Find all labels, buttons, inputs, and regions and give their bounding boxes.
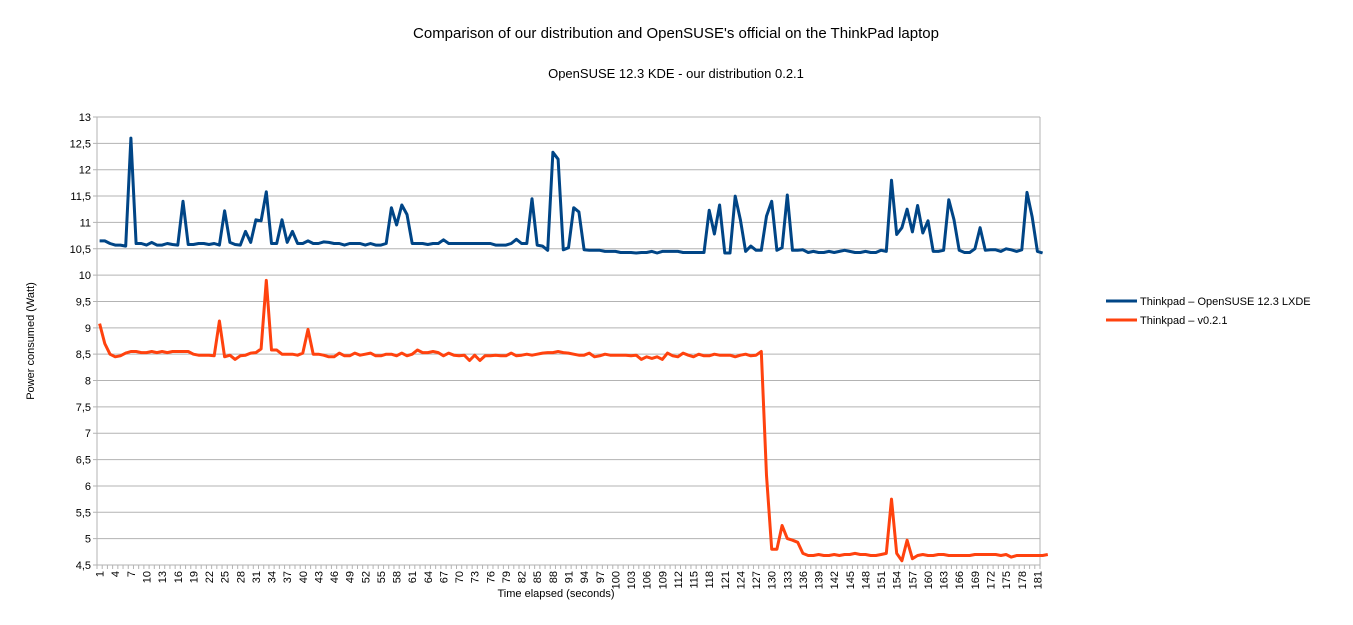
x-tick-label: 1 (95, 571, 107, 577)
y-tick-label: 12 (79, 165, 91, 177)
x-tick-label: 142 (829, 571, 841, 589)
x-tick-label: 37 (282, 571, 294, 583)
x-tick-label: 115 (689, 571, 701, 589)
legend-label: Thinkpad – OpenSUSE 12.3 LXDE (1140, 296, 1311, 308)
x-tick-label: 124 (735, 571, 747, 589)
x-tick-label: 46 (329, 571, 341, 583)
y-tick-label: 4,5 (76, 560, 91, 572)
y-tick-label: 7 (85, 428, 91, 440)
x-tick-label: 91 (564, 571, 576, 583)
x-tick-label: 61 (407, 571, 419, 583)
y-tick-label: 13 (79, 112, 91, 124)
x-tick-label: 79 (501, 571, 513, 583)
x-tick-label: 145 (845, 571, 857, 589)
x-tick-label: 4 (110, 571, 122, 577)
y-tick-label: 9 (85, 323, 91, 335)
x-tick-label: 109 (657, 571, 669, 589)
x-tick-label: 31 (251, 571, 263, 583)
x-tick-label: 181 (1032, 571, 1044, 589)
y-tick-label: 11,5 (70, 191, 91, 203)
x-tick-label: 67 (438, 571, 450, 583)
x-tick-label: 40 (298, 571, 310, 583)
y-tick-label: 5 (85, 534, 91, 546)
chart-title: Comparison of our distribution and OpenS… (413, 25, 939, 42)
legend: Thinkpad – OpenSUSE 12.3 LXDE Thinkpad – … (1106, 296, 1311, 327)
x-tick-label: 172 (986, 571, 998, 589)
x-tick-label: 139 (814, 571, 826, 589)
y-tick-label: 9,5 (76, 296, 91, 308)
x-tick-label: 70 (454, 571, 466, 583)
x-tick-label: 85 (532, 571, 544, 583)
x-tick-label: 19 (188, 571, 200, 583)
legend-label: Thinkpad – v0.2.1 (1140, 315, 1227, 327)
series-lines (100, 138, 1048, 561)
x-tick-label: 100 (610, 571, 622, 589)
x-tick-label: 22 (204, 571, 216, 583)
y-tick-label: 10,5 (70, 244, 91, 256)
x-tick-label: 34 (267, 571, 279, 583)
x-tick-label: 82 (517, 571, 529, 583)
y-tick-label: 6 (85, 481, 91, 493)
grid-lines (93, 117, 1040, 569)
x-tick-label: 121 (720, 571, 732, 589)
x-tick-label: 151 (876, 571, 888, 589)
x-tick-label: 25 (220, 571, 232, 583)
x-tick-label: 58 (392, 571, 404, 583)
x-tick-label: 94 (579, 571, 591, 583)
x-tick-label: 130 (767, 571, 779, 589)
x-tick-label: 136 (798, 571, 810, 589)
x-tick-label: 169 (970, 571, 982, 589)
x-tick-label: 166 (954, 571, 966, 589)
x-tick-label: 16 (173, 571, 185, 583)
y-axis-label: Power consumed (Watt) (25, 282, 37, 400)
x-tick-label: 97 (595, 571, 607, 583)
series-line-1 (100, 138, 1043, 253)
x-tick-label: 88 (548, 571, 560, 583)
y-tick-label: 10 (79, 270, 91, 282)
x-tick-label: 154 (892, 571, 904, 589)
x-tick-label: 103 (626, 571, 638, 589)
x-tick-label: 127 (751, 571, 763, 589)
y-tick-label: 7,5 (76, 402, 91, 414)
x-tick-label: 175 (1001, 571, 1013, 589)
y-tick-label: 8 (85, 376, 91, 388)
x-tick-label: 163 (939, 571, 951, 589)
x-tick-label: 133 (782, 571, 794, 589)
x-tick-label: 106 (642, 571, 654, 589)
y-tick-label: 8,5 (76, 349, 91, 361)
x-tick-label: 7 (126, 571, 138, 577)
y-tick-label: 6,5 (76, 455, 91, 467)
x-tick-label: 118 (704, 571, 716, 589)
x-tick-label: 43 (313, 571, 325, 583)
y-tick-label: 12,5 (70, 138, 91, 150)
x-tick-label: 160 (923, 571, 935, 589)
x-tick-label: 73 (470, 571, 482, 583)
x-tick-label: 157 (907, 571, 919, 589)
x-tick-label: 10 (141, 571, 153, 583)
x-tick-label: 64 (423, 571, 435, 583)
y-axis-ticks: 4,5 5 5,5 6 6,5 7 7,5 8 8,5 9 9,5 10 10,5 11 11,5 12 12,… (70, 112, 91, 572)
chart-subtitle: OpenSUSE 12.3 KDE - our distribution 0.2… (548, 66, 804, 81)
x-tick-label: 76 (485, 571, 497, 583)
x-tick-label: 112 (673, 571, 685, 589)
y-tick-label: 5,5 (76, 507, 91, 519)
x-tick-label: 49 (345, 571, 357, 583)
x-tick-label: 28 (235, 571, 247, 583)
x-tick-label: 148 (860, 571, 872, 589)
x-tick-label: 52 (360, 571, 372, 583)
x-tick-label: 178 (1017, 571, 1029, 589)
y-tick-label: 11 (80, 217, 91, 229)
series-line-2 (100, 280, 1048, 560)
x-axis-label: Time elapsed (seconds) (498, 588, 615, 600)
x-tick-label: 55 (376, 571, 388, 583)
x-tick-label: 13 (157, 571, 169, 583)
